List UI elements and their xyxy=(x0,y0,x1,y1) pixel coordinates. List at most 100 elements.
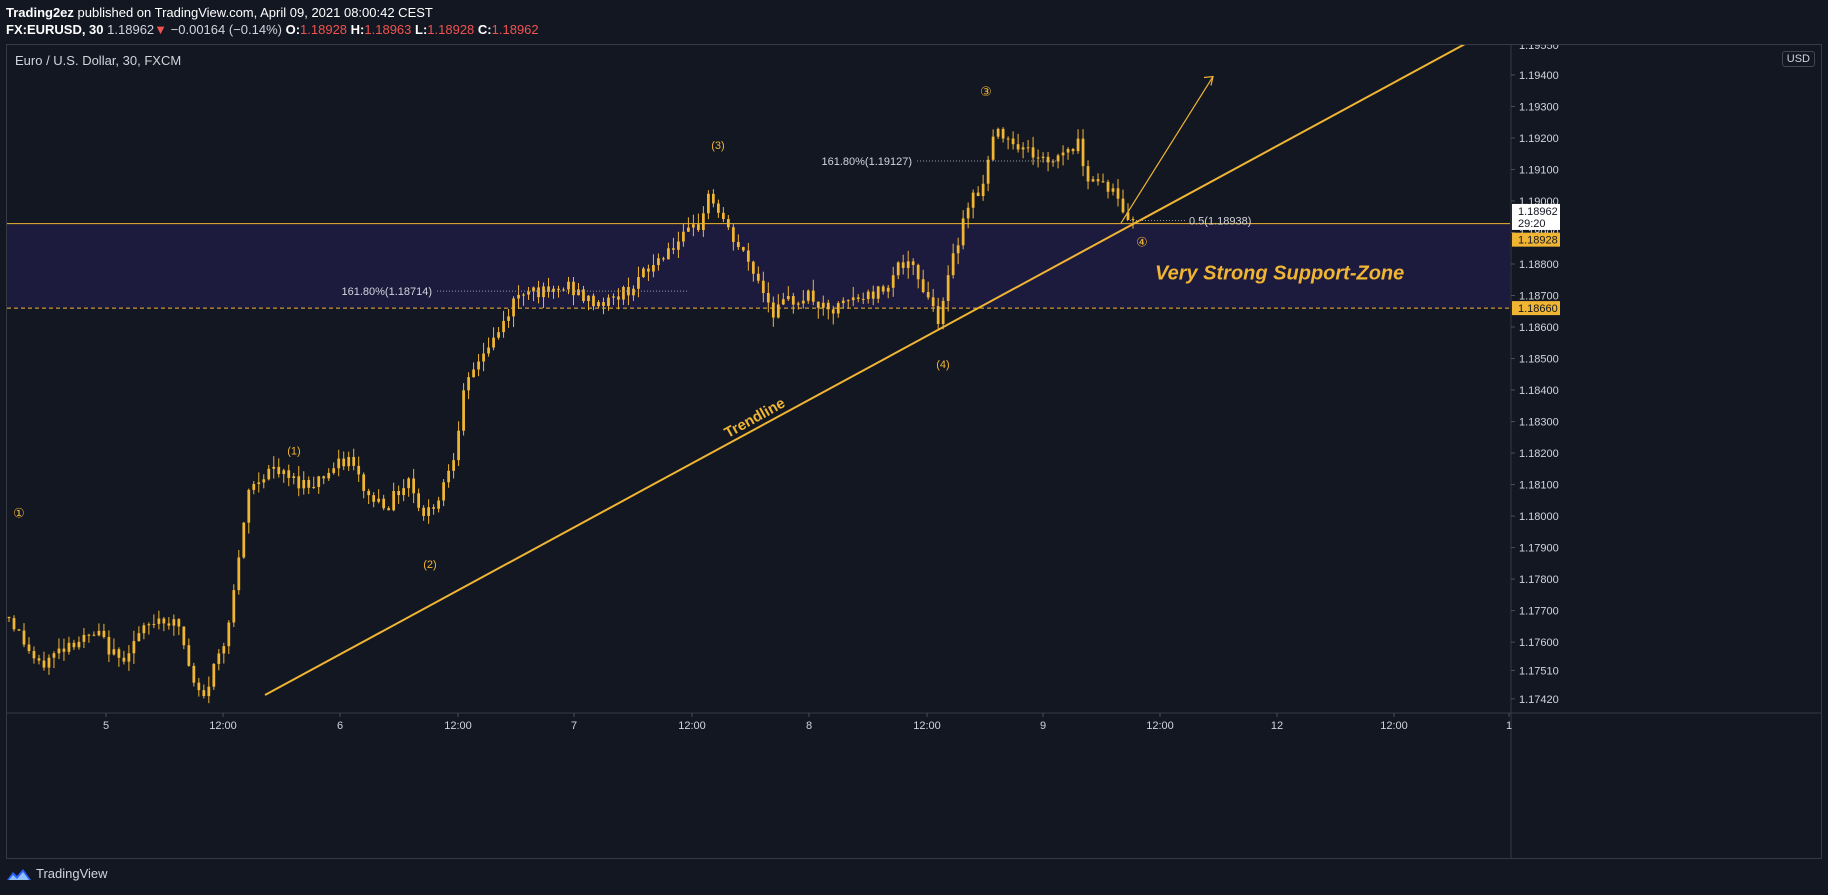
projection-arrow[interactable] xyxy=(1120,76,1214,224)
candle-body xyxy=(137,633,141,642)
price-tick-label: 1.17420 xyxy=(1519,694,1559,706)
candle-body xyxy=(976,192,980,197)
candle-body xyxy=(52,653,56,658)
candle-body xyxy=(672,248,675,250)
candle-body xyxy=(667,248,670,260)
candle-body xyxy=(916,264,920,280)
price-tick-label: 1.17700 xyxy=(1519,606,1559,618)
candle-body xyxy=(257,482,261,484)
time-tick-label: 12:00 xyxy=(913,720,941,732)
candle-body xyxy=(1041,156,1045,158)
wave-label-4: (3) xyxy=(711,140,724,152)
candle-body xyxy=(886,287,890,292)
candle-body xyxy=(152,623,156,625)
chart-area[interactable]: Trendline 161.80%(1.18714) 161.80%(1.19127… xyxy=(6,44,1822,859)
candle-body xyxy=(227,622,231,647)
candle-body xyxy=(1076,138,1080,152)
candle-body xyxy=(382,498,386,509)
candle-body xyxy=(427,507,431,516)
level-tag-upper[interactable] xyxy=(1512,232,1560,247)
projection-arrowhead xyxy=(1203,75,1214,86)
time-tick-label: 12:00 xyxy=(1146,720,1174,732)
fib-label-2: 161.80%(1.19127) xyxy=(821,156,912,168)
candle-body xyxy=(642,268,645,278)
candle-body xyxy=(242,522,246,558)
candle-body xyxy=(232,590,236,623)
candle-body xyxy=(147,624,151,626)
trendline[interactable] xyxy=(264,45,1467,696)
candle-body xyxy=(891,275,895,288)
candle-body xyxy=(871,291,875,299)
candle-body xyxy=(312,486,316,488)
candle-body xyxy=(42,660,46,668)
candle-body xyxy=(996,128,1000,137)
candle-body xyxy=(267,468,271,480)
price-tick-label: 1.17900 xyxy=(1519,543,1559,555)
candle-body xyxy=(856,297,860,299)
candle-body xyxy=(392,491,396,511)
footer-brand[interactable]: TradingView xyxy=(36,866,108,881)
candle-body xyxy=(222,646,226,654)
candle-body xyxy=(22,630,26,645)
chart-canvas[interactable]: Trendline 161.80%(1.18714) 161.80%(1.19127… xyxy=(7,45,1822,859)
candle-body xyxy=(721,212,725,220)
time-tick-label: 12:00 xyxy=(1380,720,1408,732)
last-price-tag[interactable] xyxy=(1512,203,1560,230)
candle-body xyxy=(492,337,495,348)
candle-body xyxy=(322,476,326,479)
candle-body xyxy=(407,478,411,489)
candle-body xyxy=(771,302,775,318)
wave-label-7: ④ xyxy=(1136,235,1148,250)
price-tick-label-partial: 1.19550 xyxy=(1519,45,1559,52)
time-tick-label: 12:00 xyxy=(678,720,706,732)
candle-body xyxy=(776,304,780,318)
candle-body xyxy=(786,296,790,300)
time-tick-label: 7 xyxy=(571,720,577,732)
candle-body xyxy=(756,273,760,281)
candle-body xyxy=(182,626,186,646)
trendline-label: Trendline xyxy=(722,395,789,442)
footer: TradingView xyxy=(6,866,108,881)
candle-body xyxy=(457,430,460,461)
candle-body xyxy=(707,193,710,214)
price-tick-label: 1.18000 xyxy=(1519,511,1559,523)
price-tick-label: 1.17510 xyxy=(1519,665,1559,677)
candle-body xyxy=(736,242,740,248)
level-tag-lower[interactable] xyxy=(1512,301,1560,316)
candle-body xyxy=(697,224,700,231)
price-tick-label: 1.18400 xyxy=(1519,385,1559,397)
candle-body xyxy=(572,281,575,296)
candle-body xyxy=(1091,179,1095,182)
candle-body xyxy=(177,619,181,627)
candle-body xyxy=(597,302,600,307)
price-tick-label: 1.18200 xyxy=(1519,448,1559,460)
candle-body xyxy=(262,479,266,483)
candle-body xyxy=(602,302,605,306)
candle-body xyxy=(97,630,101,636)
candle-body xyxy=(836,303,840,314)
candle-body xyxy=(352,456,356,466)
down-arrow-icon: ▼ xyxy=(154,22,168,37)
candle-body xyxy=(1096,179,1100,182)
wave-label-1: ① xyxy=(13,506,25,521)
author-link[interactable]: Trading2ez xyxy=(6,5,74,20)
fib-label-1: 161.80%(1.18714) xyxy=(341,286,432,298)
candle-body xyxy=(607,297,610,306)
candle-body xyxy=(866,291,870,300)
candle-body xyxy=(27,644,31,652)
symbol-name[interactable]: FX:EURUSD, 30 xyxy=(6,22,104,37)
candle-body xyxy=(1131,218,1135,220)
tradingview-logo-icon[interactable] xyxy=(6,867,32,881)
candle-body xyxy=(851,297,855,301)
candle-body xyxy=(102,630,106,637)
currency-badge[interactable]: USD xyxy=(1781,51,1815,67)
candle-body xyxy=(547,286,550,292)
candle-body xyxy=(1071,149,1075,152)
candle-body xyxy=(327,472,331,479)
candle-body xyxy=(287,470,291,479)
candle-body xyxy=(766,292,770,303)
candle-body xyxy=(87,634,91,636)
candle-body xyxy=(961,218,965,246)
candle-body xyxy=(552,288,555,292)
price-tick-label: 1.18800 xyxy=(1519,259,1559,271)
